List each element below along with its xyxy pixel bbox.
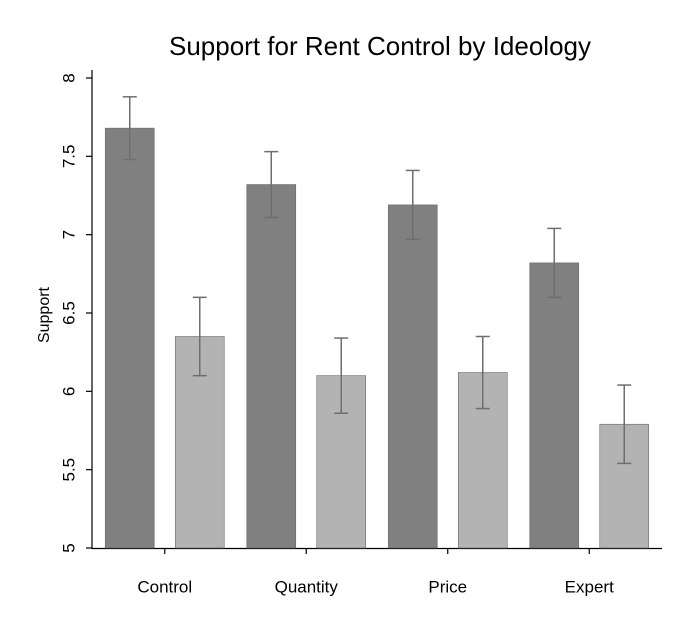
y-tick-label: 8 [59,73,78,82]
y-tick-label: 6 [59,387,78,396]
y-tick-label: 5 [59,543,78,552]
bar [104,127,155,549]
bar [387,204,438,549]
y-tick-label: 6.5 [59,301,78,325]
bar [246,184,297,549]
y-tick-label: 5.5 [59,458,78,482]
y-axis-label: Support [36,286,53,343]
bar [529,262,580,549]
x-tick-label: Control [137,577,192,596]
x-tick-label: Quantity [275,577,339,596]
x-tick-label: Expert [565,577,614,596]
x-tick-label: Price [428,577,467,596]
chart-title: Support for Rent Control by Ideology [169,31,591,61]
y-tick-label: 7.5 [59,145,78,169]
y-tick-label: 7 [59,230,78,239]
